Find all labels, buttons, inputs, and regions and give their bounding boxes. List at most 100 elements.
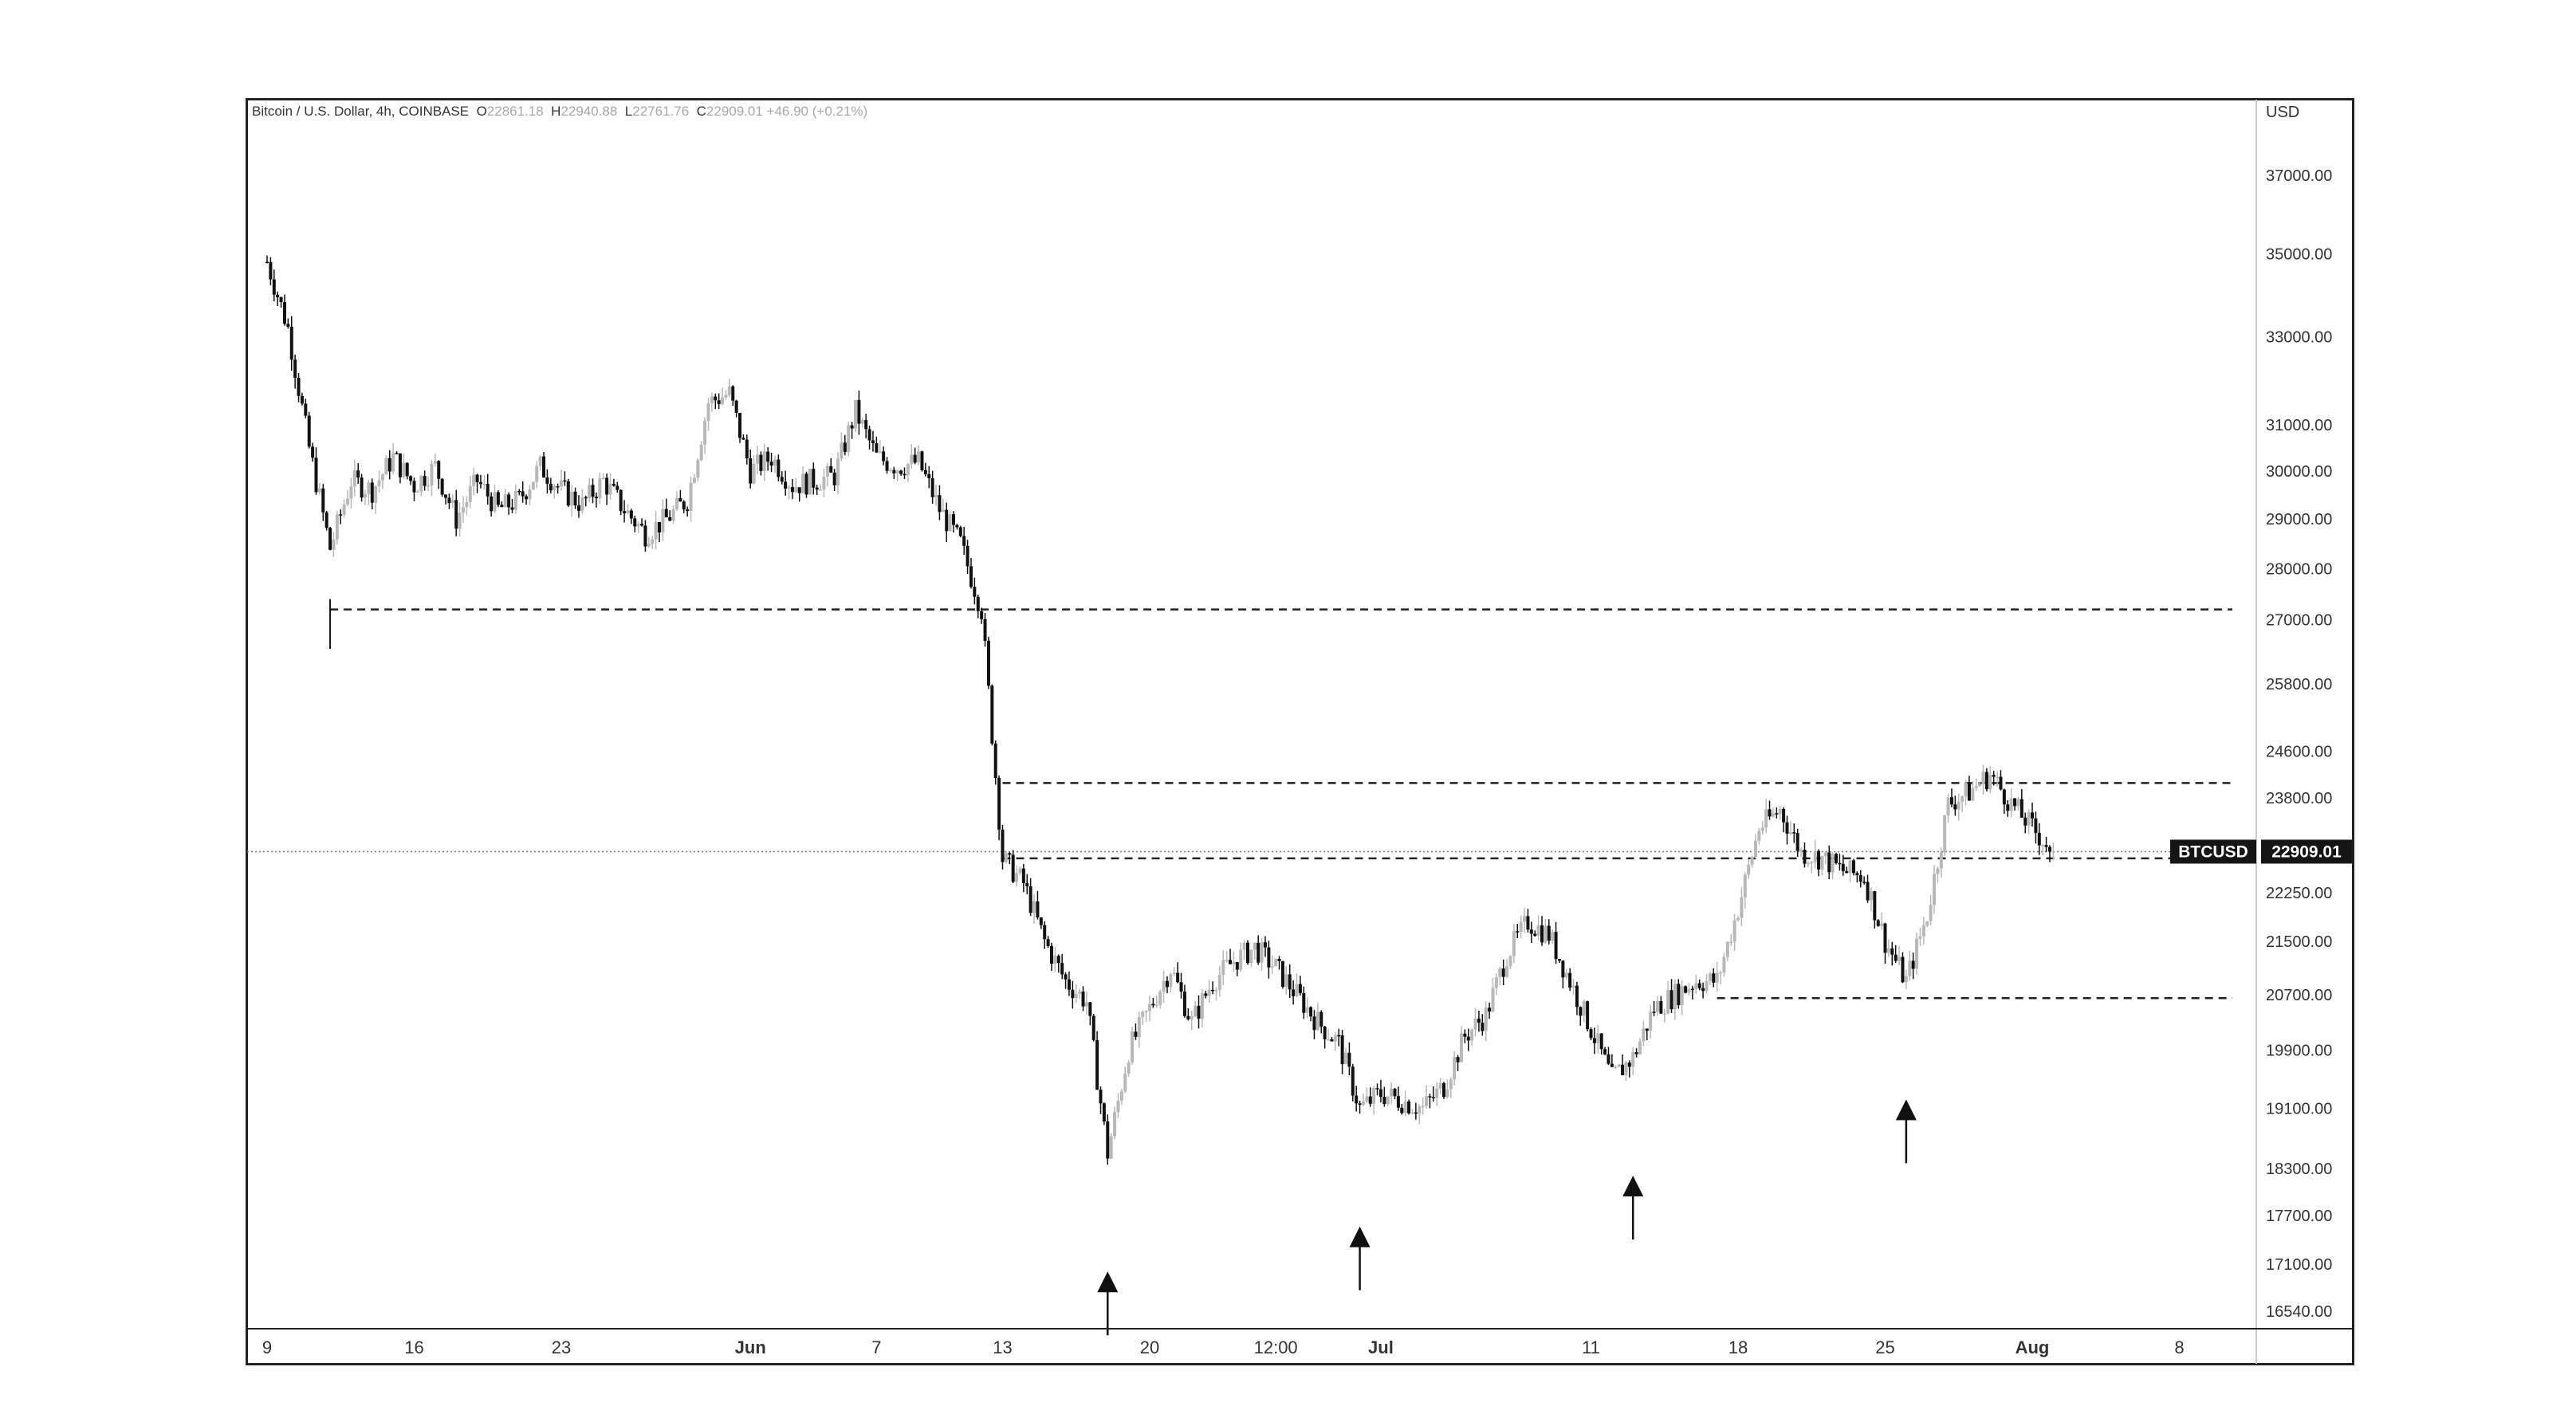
candle-body: [1378, 1089, 1382, 1098]
candle-body: [1701, 988, 1705, 992]
candle-body: [812, 469, 816, 488]
candle-body: [903, 473, 907, 476]
candle-body: [1172, 972, 1176, 975]
time-tick-label: 9: [262, 1337, 272, 1357]
candle-body: [304, 403, 308, 416]
candle-body: [1418, 1106, 1422, 1114]
candle-body: [615, 485, 619, 490]
candle-body: [349, 486, 353, 499]
candle-body: [1494, 976, 1498, 988]
candle-body: [1400, 1107, 1404, 1114]
candle-body: [1186, 1015, 1190, 1019]
candle-body: [1645, 1028, 1649, 1031]
candle-body: [857, 399, 861, 424]
candle-body: [1368, 1096, 1372, 1104]
candle-body: [513, 491, 517, 510]
candle-body: [521, 491, 525, 497]
candle-body: [580, 497, 584, 511]
candle-body: [1477, 1019, 1481, 1023]
candle-body: [636, 524, 640, 527]
candle-body: [542, 456, 546, 478]
candle-body: [696, 460, 700, 478]
candle-body: [1050, 945, 1053, 964]
candle-body: [398, 453, 402, 477]
candle-body: [1316, 1011, 1319, 1031]
price-tick-label: 24600.00: [2266, 743, 2332, 760]
candle-body: [1151, 1004, 1155, 1006]
candle-body: [566, 481, 570, 506]
candle-body: [1358, 1103, 1362, 1106]
candle-body: [1838, 862, 1842, 865]
candle-body: [1011, 854, 1015, 882]
candle-body: [364, 494, 367, 498]
candle-body: [619, 489, 623, 512]
candle-body: [1925, 921, 1929, 926]
candle-body: [1071, 989, 1075, 999]
candle-body: [598, 478, 602, 499]
candle-body: [1631, 1052, 1635, 1067]
candle-body: [1235, 961, 1239, 970]
candles: [265, 255, 2055, 1165]
candle-body: [510, 507, 514, 510]
candle-body: [804, 473, 808, 495]
candle-body: [1431, 1097, 1435, 1098]
candle-body: [1267, 947, 1271, 968]
candle-body: [1421, 1106, 1425, 1107]
candle-body: [317, 488, 321, 493]
candle-body: [1277, 958, 1281, 961]
candle-body: [899, 470, 903, 474]
candle-body: [601, 477, 605, 480]
candle-body: [714, 396, 718, 401]
candle-body: [1911, 960, 1915, 969]
time-tick-label: 8: [2174, 1337, 2184, 1357]
candle-body: [930, 478, 934, 497]
candle-body: [1967, 782, 1971, 801]
candle-body: [1488, 1007, 1492, 1012]
candle-body: [668, 517, 672, 521]
price-tick-label: 19900.00: [2266, 1043, 2332, 1060]
candle-body: [1673, 984, 1677, 1010]
candle-body: [346, 498, 350, 505]
candle-body: [1032, 901, 1036, 913]
candle-body: [686, 509, 690, 512]
candle-body: [282, 302, 286, 324]
candle-body: [1425, 1096, 1429, 1106]
candle-body: [1862, 882, 1866, 883]
candle-body: [1617, 1064, 1621, 1067]
candle-body: [1610, 1063, 1614, 1067]
candle-body: [1060, 963, 1064, 975]
candle-body: [640, 524, 644, 526]
candle-body: [475, 474, 479, 482]
candle-body: [1119, 1091, 1123, 1101]
candle-body: [847, 425, 851, 452]
candle-body: [1288, 974, 1292, 990]
candle-body: [391, 453, 395, 472]
candle-body: [633, 518, 637, 527]
candle-body: [945, 509, 949, 532]
candle-body: [1775, 813, 1779, 815]
candle-body: [1344, 1052, 1347, 1065]
candle-body: [1253, 942, 1257, 950]
candle-body: [1753, 840, 1757, 858]
candle-body: [328, 528, 332, 550]
candle-body: [843, 442, 847, 452]
candle-body: [1519, 921, 1523, 932]
candle-body: [1554, 932, 1558, 960]
candle-body: [1355, 1095, 1359, 1104]
candle-body: [458, 513, 462, 529]
candle-body: [745, 439, 749, 459]
candle-body: [507, 494, 511, 508]
candle-body: [395, 453, 399, 454]
candle-body: [1592, 1038, 1596, 1043]
candle-body: [612, 483, 615, 486]
candle-body: [825, 465, 829, 477]
candle-body: [1873, 891, 1877, 921]
candle-body: [339, 514, 343, 516]
chart-frame[interactable]: [246, 98, 2354, 1365]
candle-body: [293, 359, 297, 378]
candle-body: [594, 497, 598, 499]
price-tick-label: 23800.00: [2266, 790, 2332, 807]
candle-body: [2016, 799, 2020, 807]
candle-body: [440, 478, 444, 495]
